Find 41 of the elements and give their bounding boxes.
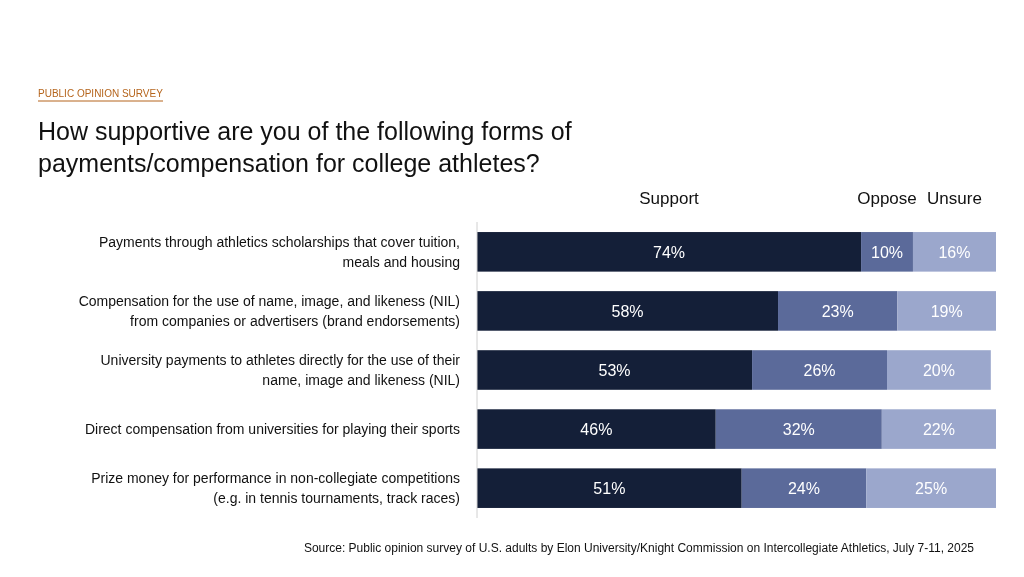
bar [715, 409, 882, 449]
data-label: 25% [915, 480, 948, 498]
bar [912, 232, 996, 272]
data-label: 24% [787, 480, 820, 498]
bar [861, 232, 913, 272]
y-tick-label: Compensation for the use of name, image, and likeness (NIL) from companies or advertisers (brand endorsements) [78, 292, 460, 329]
data-label: 20% [922, 362, 955, 379]
bar [477, 232, 862, 272]
data-label: 22% [922, 421, 955, 439]
data-label: 53% [598, 362, 631, 379]
y-tick-label: Prize money for performance in non-collegiate competitions (e.g. in tennis tournaments, track races) [91, 470, 460, 507]
series-label: Unsure [927, 189, 982, 208]
bar [778, 291, 898, 331]
data-label: 51% [593, 480, 626, 498]
bar [477, 350, 753, 390]
bar [897, 291, 996, 331]
data-label: 16% [938, 243, 971, 261]
data-label: 10% [870, 243, 904, 261]
chart-title: How supportive are you of the following forms of payments/compensation for college athletes? [38, 117, 572, 177]
data-label: 26% [803, 362, 836, 379]
bar [887, 350, 991, 390]
data-label: 23% [821, 302, 854, 320]
bar [881, 409, 996, 449]
y-tick-label: University payments to athletes directly for the use of their name, image and likeness (NIL) [100, 352, 461, 388]
bar [477, 468, 742, 508]
bar [752, 350, 888, 390]
data-label: 19% [930, 302, 963, 320]
series-label: Oppose [857, 189, 917, 208]
y-tick-label: Payments through athletics scholarships that cover tuition, meals and housing [98, 233, 460, 270]
source-note: Source: Public opinion survey of U.S. adults by Elon University/Knight Commission on Intercollegiate Athletics, July 7-11, 2025 [303, 541, 975, 555]
text: PUBLIC OPINION SURVEY [38, 88, 164, 99]
data-label: 58% [611, 302, 644, 320]
data-label: 32% [782, 421, 815, 439]
y-tick-label: Direct compensation from universities for playing their sports [84, 421, 460, 438]
bar [741, 468, 867, 508]
data-label: 74% [653, 243, 686, 261]
bar [477, 409, 716, 449]
series-label: Support [639, 189, 700, 208]
bar [477, 291, 779, 331]
bar [866, 468, 996, 508]
data-label: 46% [580, 421, 613, 439]
